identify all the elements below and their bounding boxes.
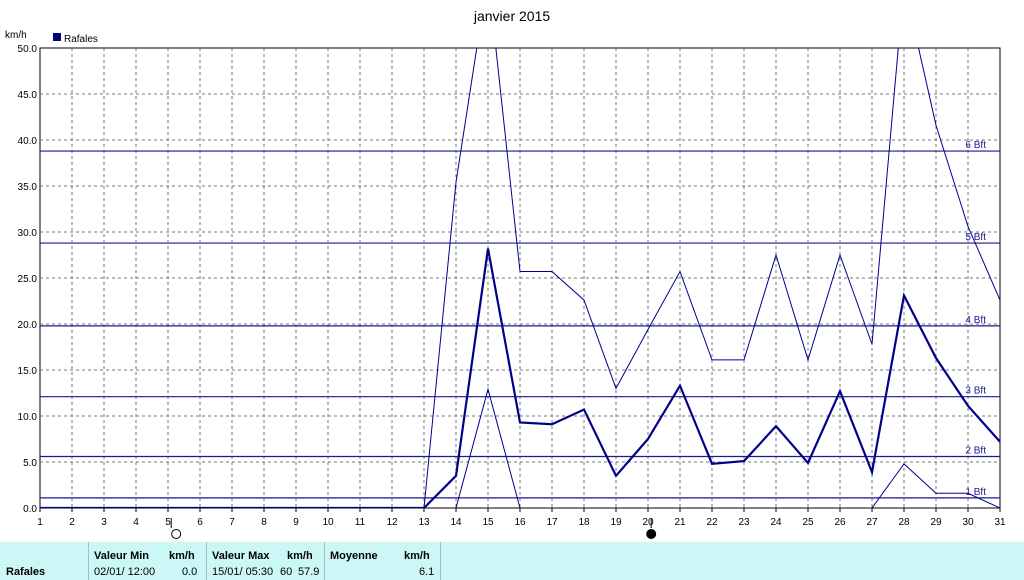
max-date: 15/01/ 05:30 <box>212 566 274 578</box>
max-header: Valeur Max <box>212 550 270 562</box>
max-value: 57.9 <box>298 566 320 578</box>
mean-value: 6.1 <box>419 566 435 578</box>
x-tick-label: 15 <box>482 517 494 528</box>
mean-unit-header: km/h <box>404 550 430 562</box>
max-value-trunc: 60 <box>280 566 293 578</box>
x-tick-label: 9 <box>293 517 299 528</box>
x-tick-label: 8 <box>261 517 267 528</box>
y-tick-labels: 0.0 5.0 10.0 15.0 20.0 25.0 30.0 35.0 40.0 45.0 50… <box>18 44 38 515</box>
x-tick-label: 2 <box>69 517 75 528</box>
x-tick-label: 5 <box>165 517 171 528</box>
y-tick-label: 45.0 <box>18 90 38 101</box>
x-tick-label: 3 <box>101 517 107 528</box>
x-tick-label: 30 <box>962 517 974 528</box>
min-value: 0.0 <box>182 566 198 578</box>
series-line-min <box>455 387 521 508</box>
x-tick-label: 25 <box>802 517 814 528</box>
x-tick-label: 26 <box>834 517 846 528</box>
x-tick-label: 16 <box>514 517 526 528</box>
grid <box>40 48 1000 508</box>
y-tick-label: 50.0 <box>18 44 38 55</box>
min-date: 02/01/ 12:00 <box>94 566 156 578</box>
beaufort-label: 4 Bft <box>965 315 986 326</box>
new-moon-icon <box>646 529 657 539</box>
legend-label: Rafales <box>64 34 98 45</box>
y-tick-label: 10.0 <box>18 412 38 423</box>
y-tick-label: 40.0 <box>18 136 38 147</box>
x-tick-label: 13 <box>418 517 430 528</box>
beaufort-label: 5 Bft <box>965 232 986 243</box>
y-tick-label: 5.0 <box>23 458 37 469</box>
x-tick-label: 22 <box>706 517 718 528</box>
x-tick-label: 19 <box>610 517 622 528</box>
y-tick-label: 35.0 <box>18 182 38 193</box>
x-tick-label: 28 <box>898 517 910 528</box>
full-moon-icon <box>171 529 182 539</box>
x-tick-label: 29 <box>930 517 942 528</box>
x-tick-label: 31 <box>994 517 1006 528</box>
series-line-mean <box>40 248 1000 508</box>
x-tick-label: 21 <box>674 517 686 528</box>
wind-gust-chart: janvier 2015 km/h Rafales 1 Bft 2 Bft 3 Bf… <box>5 8 1006 539</box>
moon-phases <box>170 518 657 539</box>
x-tick-label: 14 <box>450 517 462 528</box>
min-header: Valeur Min <box>94 550 150 562</box>
x-tick-label: 20 <box>642 517 654 528</box>
series-lines <box>40 48 1000 508</box>
max-unit-header: km/h <box>287 550 313 562</box>
x-tick-label: 6 <box>197 517 203 528</box>
beaufort-label: 1 Bft <box>965 487 986 498</box>
legend-swatch <box>53 33 61 41</box>
min-unit-header: km/h <box>169 550 195 562</box>
x-tick-labels: 1 2 3 4 5 6 7 8 9 10 11 12 13 14 15 16 17 18 19 20 21 22 23 24 2… <box>37 508 1006 528</box>
x-tick-label: 27 <box>866 517 878 528</box>
y-tick-label: 20.0 <box>18 320 38 331</box>
x-tick-label: 17 <box>546 517 558 528</box>
series-line-max <box>40 48 1000 508</box>
beaufort-lines: 1 Bft 2 Bft 3 Bft 4 Bft 5 Bft 6 Bft <box>40 140 1000 499</box>
beaufort-label: 6 Bft <box>965 140 986 151</box>
y-tick-label: 15.0 <box>18 366 38 377</box>
x-tick-label: 4 <box>133 517 139 528</box>
x-tick-label: 7 <box>229 517 235 528</box>
stats-panel: Rafales Valeur Min km/h 02/01/ 12:00 0.0… <box>0 542 1024 580</box>
x-tick-label: 12 <box>386 517 398 528</box>
series-line-min <box>871 463 1000 508</box>
x-tick-label: 10 <box>322 517 334 528</box>
y-tick-label: 25.0 <box>18 274 38 285</box>
x-tick-label: 1 <box>37 517 43 528</box>
x-tick-label: 11 <box>355 517 366 528</box>
y-axis-unit: km/h <box>5 30 27 41</box>
x-tick-label: 18 <box>578 517 590 528</box>
stats-row-label: Rafales <box>6 566 46 578</box>
chart-title: janvier 2015 <box>473 8 550 24</box>
beaufort-label: 2 Bft <box>965 445 986 456</box>
x-tick-label: 23 <box>738 517 750 528</box>
y-tick-label: 0.0 <box>23 504 37 515</box>
mean-header: Moyenne <box>330 550 378 562</box>
x-tick-label: 24 <box>770 517 782 528</box>
beaufort-label: 3 Bft <box>965 386 986 397</box>
y-tick-label: 30.0 <box>18 228 38 239</box>
